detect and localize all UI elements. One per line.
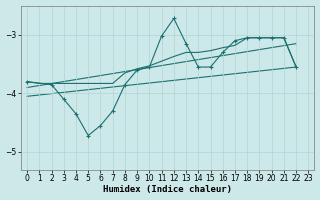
X-axis label: Humidex (Indice chaleur): Humidex (Indice chaleur) [103, 185, 232, 194]
